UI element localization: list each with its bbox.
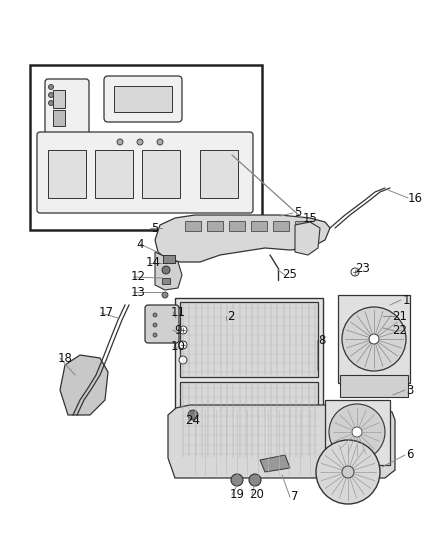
Text: 15: 15 bbox=[303, 212, 318, 224]
Bar bbox=[180, 302, 318, 377]
Bar bbox=[338, 295, 410, 383]
Polygon shape bbox=[60, 355, 108, 415]
Text: 4: 4 bbox=[136, 238, 144, 251]
Polygon shape bbox=[168, 405, 395, 478]
Circle shape bbox=[153, 323, 157, 327]
Circle shape bbox=[157, 139, 163, 145]
Bar bbox=[185, 221, 201, 231]
Bar bbox=[30, 65, 262, 230]
Text: 20: 20 bbox=[250, 489, 265, 502]
Bar bbox=[207, 221, 223, 231]
Bar bbox=[229, 221, 245, 231]
Bar bbox=[142, 150, 180, 198]
FancyBboxPatch shape bbox=[45, 79, 89, 135]
Circle shape bbox=[49, 85, 53, 90]
Text: 23: 23 bbox=[356, 262, 371, 274]
Polygon shape bbox=[295, 222, 320, 255]
Text: 12: 12 bbox=[131, 271, 145, 284]
Text: 18: 18 bbox=[57, 351, 72, 365]
Text: 2: 2 bbox=[227, 310, 235, 322]
Circle shape bbox=[137, 139, 143, 145]
Bar bbox=[295, 221, 311, 231]
Circle shape bbox=[342, 466, 354, 478]
Circle shape bbox=[369, 334, 379, 344]
Circle shape bbox=[49, 101, 53, 106]
Text: 19: 19 bbox=[230, 489, 244, 502]
Bar bbox=[200, 150, 238, 198]
Bar bbox=[325, 400, 390, 465]
Circle shape bbox=[153, 313, 157, 317]
Text: 3: 3 bbox=[406, 384, 413, 397]
FancyBboxPatch shape bbox=[145, 305, 179, 343]
Text: 17: 17 bbox=[99, 306, 113, 319]
Text: 9: 9 bbox=[174, 324, 182, 336]
Circle shape bbox=[342, 307, 406, 371]
Circle shape bbox=[179, 341, 187, 349]
Text: 22: 22 bbox=[392, 325, 407, 337]
Bar bbox=[162, 278, 170, 284]
Circle shape bbox=[153, 333, 157, 337]
Bar bbox=[48, 150, 86, 198]
Circle shape bbox=[316, 440, 380, 504]
Circle shape bbox=[351, 268, 359, 276]
Bar bbox=[163, 255, 175, 263]
Circle shape bbox=[162, 266, 170, 274]
Circle shape bbox=[231, 474, 243, 486]
FancyBboxPatch shape bbox=[104, 76, 182, 122]
Polygon shape bbox=[155, 215, 330, 262]
Text: 16: 16 bbox=[407, 191, 423, 205]
Text: 6: 6 bbox=[406, 448, 414, 462]
FancyBboxPatch shape bbox=[37, 132, 253, 213]
Circle shape bbox=[49, 93, 53, 98]
Circle shape bbox=[188, 410, 198, 420]
Text: 11: 11 bbox=[170, 305, 186, 319]
Bar bbox=[95, 150, 133, 198]
Circle shape bbox=[179, 356, 187, 364]
Bar bbox=[251, 221, 267, 231]
Text: 21: 21 bbox=[392, 310, 407, 322]
Text: 14: 14 bbox=[145, 256, 160, 270]
Bar bbox=[175, 298, 323, 466]
Circle shape bbox=[329, 404, 385, 460]
Text: 24: 24 bbox=[186, 414, 201, 426]
Text: 25: 25 bbox=[283, 269, 297, 281]
Text: 7: 7 bbox=[291, 490, 299, 504]
Bar bbox=[273, 221, 289, 231]
Text: 13: 13 bbox=[131, 286, 145, 298]
Text: 5: 5 bbox=[294, 206, 302, 220]
Circle shape bbox=[162, 292, 168, 298]
Text: 5: 5 bbox=[151, 222, 159, 235]
Circle shape bbox=[117, 139, 123, 145]
Bar bbox=[340, 375, 408, 397]
Text: 8: 8 bbox=[318, 334, 326, 346]
Text: 1: 1 bbox=[402, 294, 410, 306]
Circle shape bbox=[352, 427, 362, 437]
Circle shape bbox=[249, 474, 261, 486]
Polygon shape bbox=[155, 252, 182, 290]
Polygon shape bbox=[260, 455, 290, 472]
Bar bbox=[53, 90, 65, 108]
Text: 10: 10 bbox=[170, 341, 185, 353]
Bar bbox=[114, 86, 172, 112]
Bar bbox=[180, 382, 318, 460]
Bar bbox=[53, 110, 65, 126]
Circle shape bbox=[179, 326, 187, 334]
